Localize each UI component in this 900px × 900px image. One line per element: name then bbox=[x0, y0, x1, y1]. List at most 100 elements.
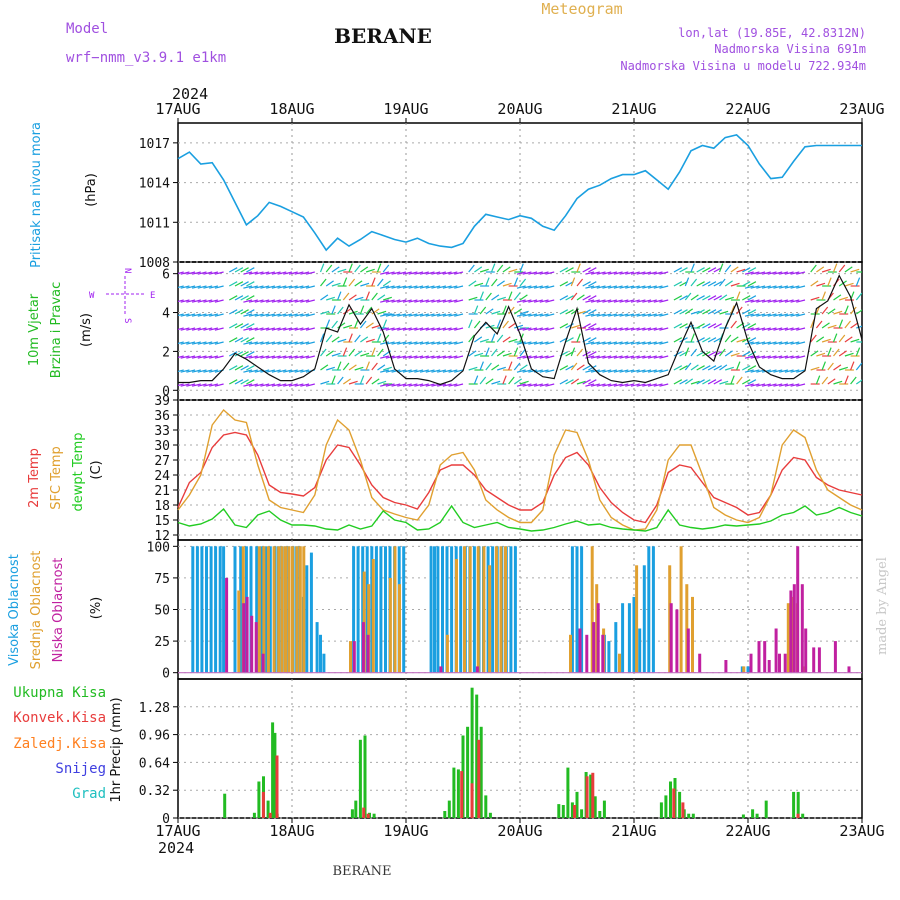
wind-arrow bbox=[496, 319, 502, 329]
wind-arrow bbox=[522, 327, 532, 331]
wind-arrow bbox=[647, 341, 657, 345]
wind-arrow bbox=[197, 369, 207, 373]
wind-arrow bbox=[679, 309, 688, 315]
wind-arrow bbox=[784, 271, 794, 275]
wind-arrow bbox=[585, 299, 595, 303]
wind-arrow bbox=[810, 350, 819, 357]
wind-arrow bbox=[320, 294, 329, 301]
wind-arrow bbox=[707, 267, 717, 273]
wind-arrow bbox=[402, 313, 412, 317]
precip-bar bbox=[350, 809, 354, 818]
wind-arrow bbox=[790, 285, 800, 289]
wind-arrow bbox=[240, 309, 249, 315]
cloud-bar bbox=[596, 603, 600, 673]
wind-arrow bbox=[342, 308, 352, 315]
wind-arrow bbox=[325, 319, 331, 329]
wind-arrow bbox=[744, 299, 754, 303]
cloud-bar bbox=[225, 577, 229, 673]
wind-arrow bbox=[229, 351, 238, 357]
wind-arrow bbox=[659, 285, 669, 289]
precip-bar bbox=[602, 800, 606, 818]
wind-arrow bbox=[590, 299, 600, 303]
wind-arrow bbox=[625, 327, 635, 331]
temperature-ytick-label: 39 bbox=[154, 394, 170, 409]
wind-arrow bbox=[702, 351, 711, 357]
wind-arrow bbox=[653, 313, 663, 317]
wind-arrow bbox=[294, 299, 304, 303]
cloud-bar bbox=[450, 546, 454, 673]
wind-arrow bbox=[180, 271, 190, 275]
wind-arrow bbox=[844, 352, 854, 357]
wind-arrow bbox=[180, 313, 190, 317]
wind-arrow bbox=[305, 341, 315, 345]
wind-arrow bbox=[659, 341, 669, 345]
wind-arrow bbox=[178, 314, 179, 315]
wind-arrow bbox=[385, 271, 395, 275]
cloud-bar bbox=[239, 546, 243, 673]
wind-arrow bbox=[744, 271, 754, 275]
wind-arrow bbox=[391, 355, 401, 359]
wind-arrow bbox=[767, 355, 777, 359]
wind-arrow bbox=[380, 299, 390, 303]
wind-arrow bbox=[702, 337, 711, 343]
wind-arrow bbox=[779, 341, 789, 345]
wind-arrow bbox=[485, 292, 492, 301]
wind-arrow bbox=[673, 295, 683, 301]
wind-arrow bbox=[790, 355, 800, 359]
wind-arrow bbox=[178, 342, 179, 343]
wind-arrow bbox=[385, 327, 395, 331]
wind-arrow bbox=[209, 285, 219, 289]
wind-arrow bbox=[502, 336, 511, 343]
wind-arrow bbox=[647, 383, 657, 387]
wind-arrow bbox=[513, 347, 519, 357]
wind-arrow bbox=[490, 263, 496, 273]
model-elevation-label: Nadmorska Visina u modelu 722.934m bbox=[620, 59, 866, 73]
wind-arrow bbox=[431, 271, 441, 275]
wind-arrow bbox=[539, 383, 549, 387]
clouds-ytick-label: 25 bbox=[154, 635, 170, 650]
wind-arrow bbox=[784, 285, 794, 289]
wind-arrow bbox=[337, 291, 342, 301]
wind-arrow bbox=[431, 299, 441, 303]
wind-arrow bbox=[266, 285, 276, 289]
wind-arrow bbox=[437, 341, 447, 345]
compass-s-label: S bbox=[122, 318, 132, 323]
wind-arrow bbox=[684, 362, 692, 371]
wind-arrow bbox=[203, 383, 213, 387]
wind-arrow bbox=[437, 285, 447, 289]
wind-arrow bbox=[397, 383, 407, 387]
wind-arrow bbox=[756, 313, 766, 317]
wind-arrow bbox=[855, 277, 861, 287]
wind-arrow bbox=[448, 285, 458, 289]
wind-arrow bbox=[702, 281, 711, 287]
wind-arrow bbox=[707, 351, 717, 357]
footer-station-label: BERANE bbox=[332, 864, 391, 879]
wind-arrow bbox=[248, 341, 258, 345]
wind-arrow bbox=[855, 379, 862, 385]
wind-arrow bbox=[191, 299, 201, 303]
wind-arrow bbox=[271, 341, 281, 345]
wind-arrow bbox=[576, 278, 584, 287]
wind-arrow bbox=[254, 313, 264, 317]
wind-arrow bbox=[696, 267, 705, 273]
wind-arrow bbox=[294, 285, 304, 289]
wind-arrow bbox=[696, 309, 705, 315]
wind-arrow bbox=[468, 319, 473, 329]
wind-arrow bbox=[642, 299, 652, 303]
wind-arrow bbox=[468, 296, 478, 301]
wind-arrow bbox=[833, 380, 843, 385]
wind-arrow bbox=[844, 336, 853, 343]
wind-arrow bbox=[491, 294, 500, 301]
wind-arrow bbox=[246, 337, 255, 343]
cloud-bar bbox=[298, 546, 302, 673]
wind-arrow bbox=[178, 370, 179, 371]
wind-arrow bbox=[425, 285, 435, 289]
wind-arrow bbox=[496, 280, 505, 287]
precip-bar bbox=[591, 772, 595, 818]
wind-arrow bbox=[596, 285, 606, 289]
wind-arrow bbox=[178, 285, 184, 289]
precip-bar bbox=[681, 802, 685, 818]
wind-arrow bbox=[702, 379, 711, 385]
wind-arrow bbox=[647, 327, 657, 331]
wind-arrow bbox=[454, 383, 464, 387]
